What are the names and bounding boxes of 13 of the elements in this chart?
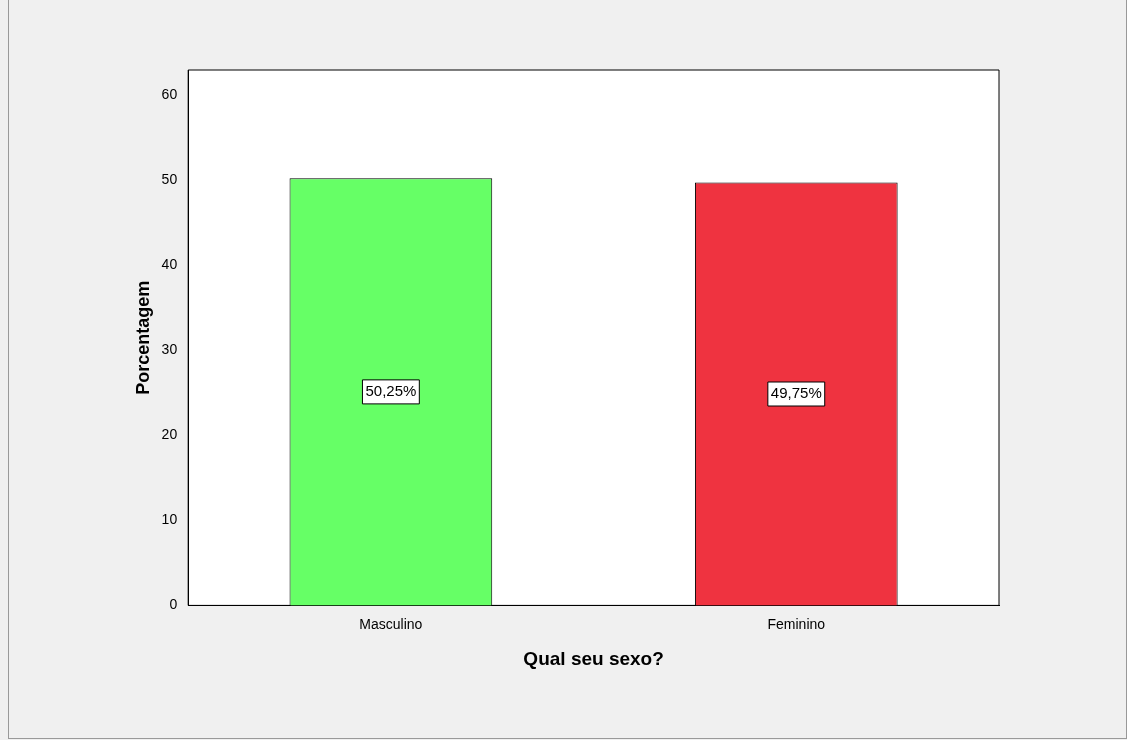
y-tick-label: 40	[161, 256, 178, 273]
x-tick-label: Feminino	[767, 615, 826, 632]
x-axis-title: Qual seu sexo?	[523, 647, 664, 669]
y-axis-title: Porcentagem	[132, 280, 153, 395]
y-tick-label: 10	[161, 511, 178, 528]
x-tick-label: Masculino	[359, 615, 423, 632]
data-label: 50,25%	[365, 382, 417, 400]
y-tick-label: 60	[161, 86, 178, 103]
y-tick-label: 0	[169, 596, 178, 613]
data-label: 49,75%	[770, 384, 822, 402]
y-tick-label: 30	[161, 341, 178, 358]
y-tick-label: 20	[161, 426, 178, 443]
y-tick-label: 50	[161, 171, 178, 188]
